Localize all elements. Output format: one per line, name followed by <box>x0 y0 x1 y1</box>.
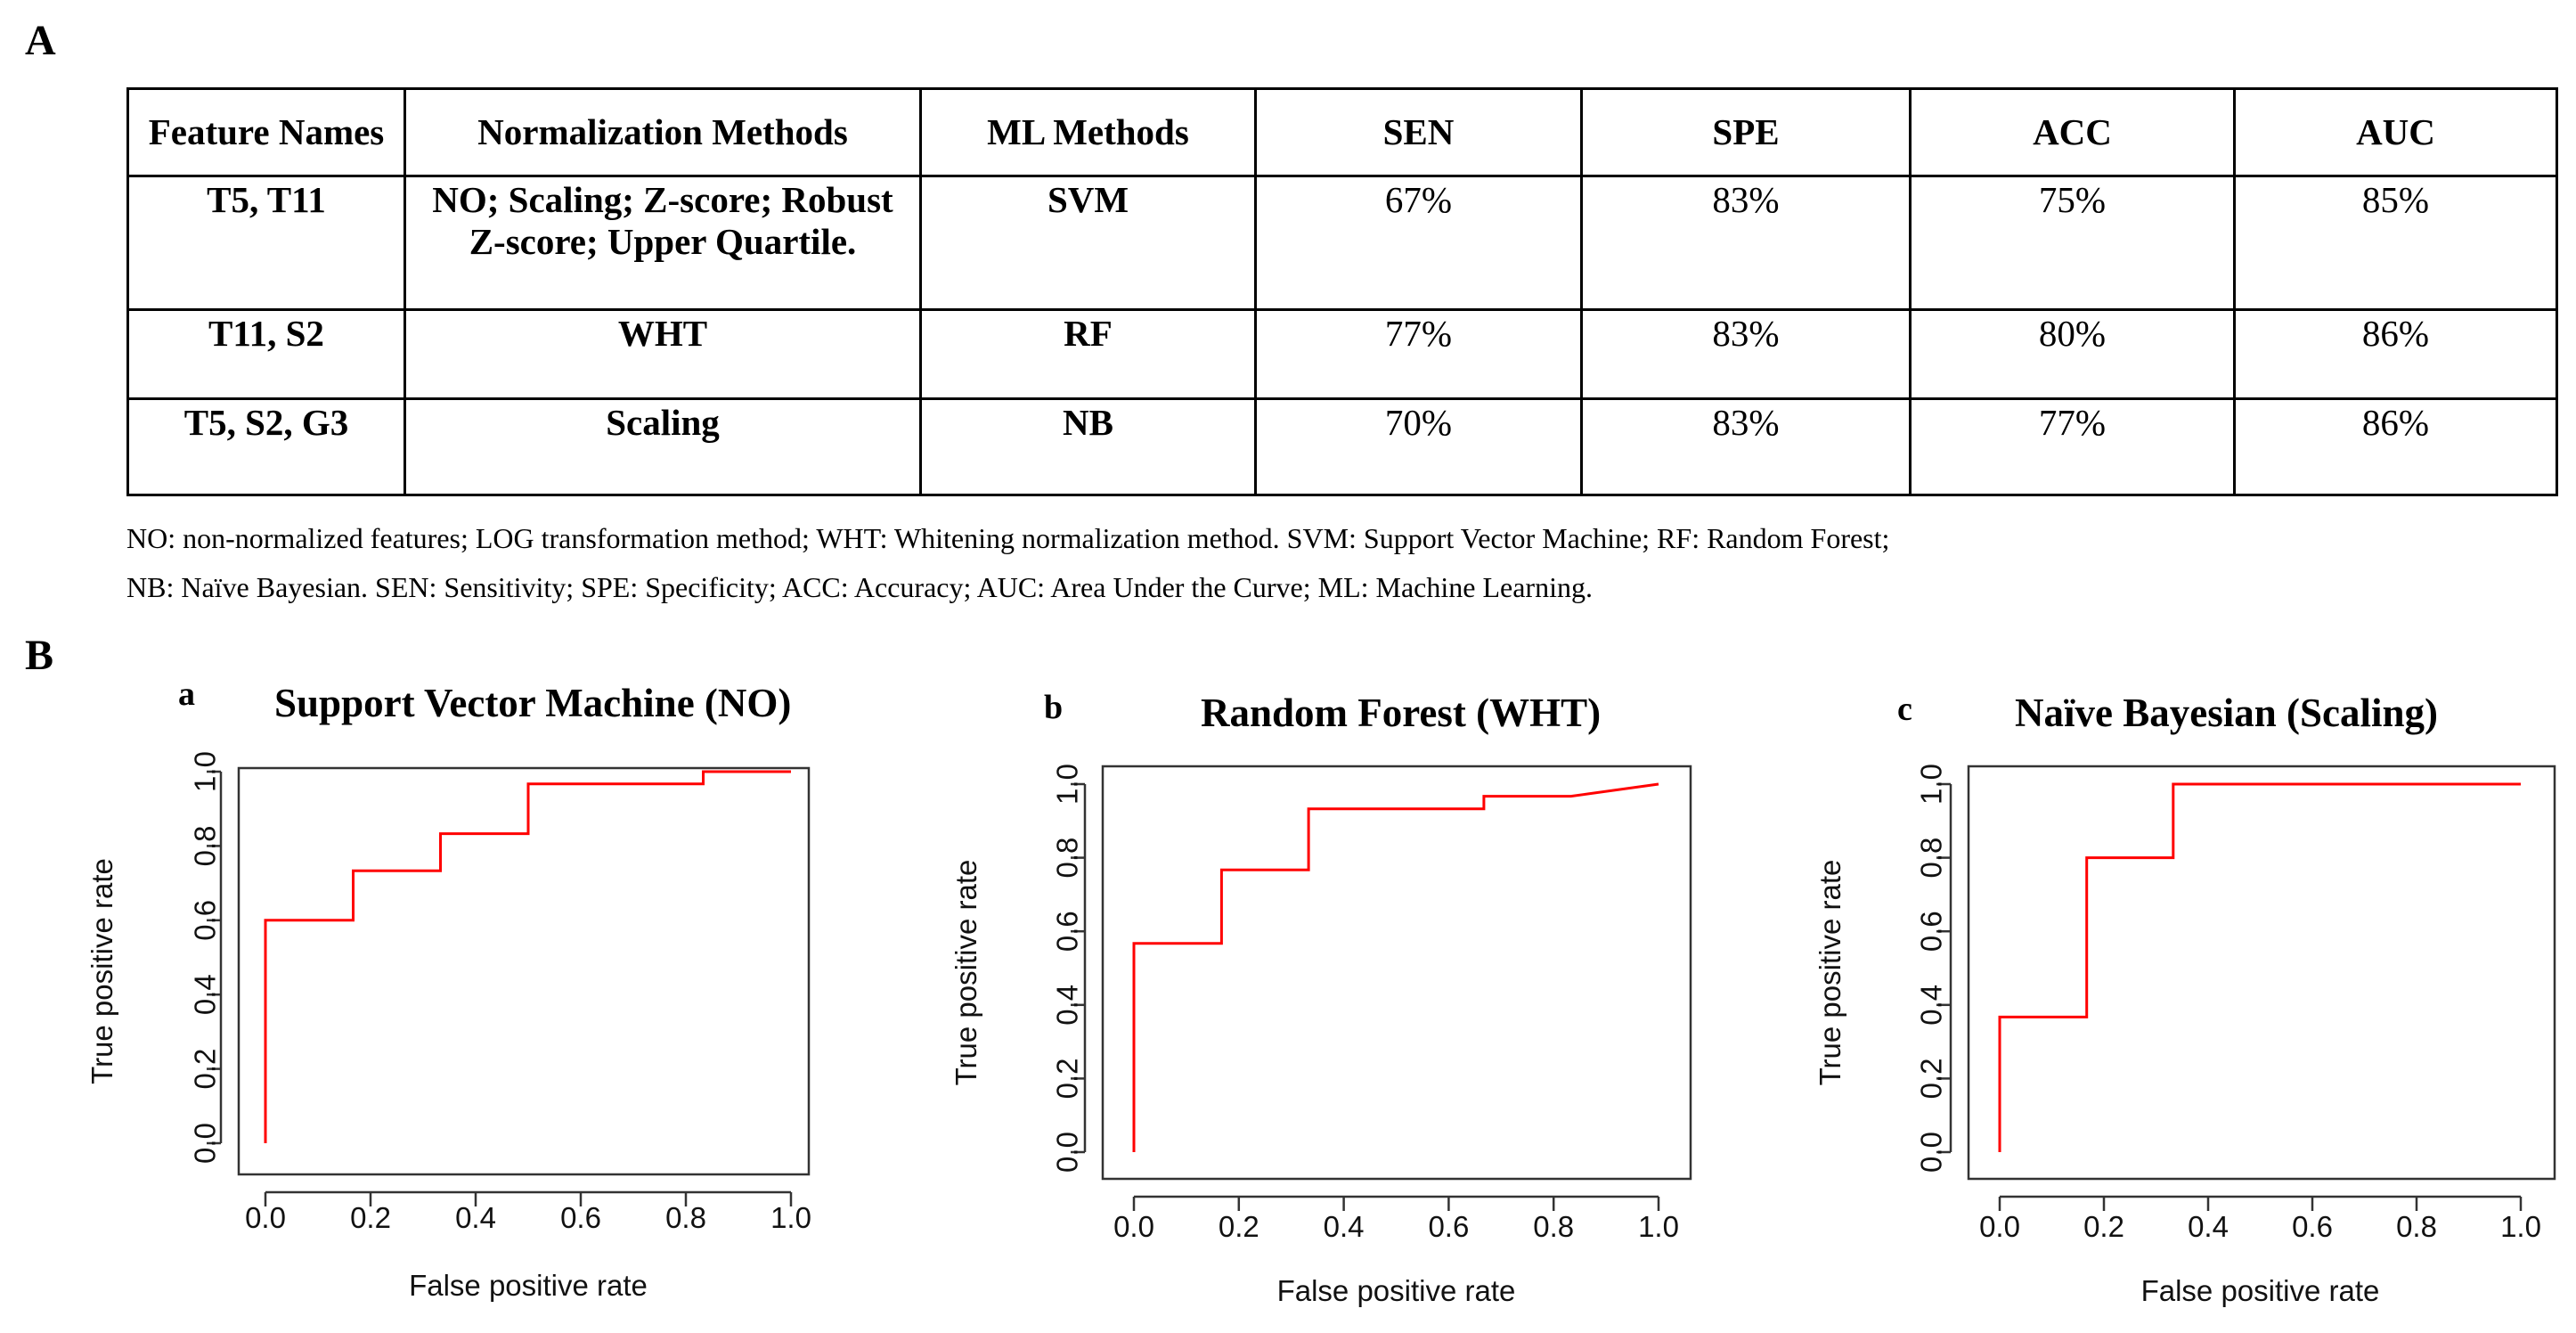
cell-normalization-method: Scaling <box>404 397 922 496</box>
y-tick-label-c: 0.6 <box>1915 911 1948 952</box>
table-row: T11, S2 WHT RF 77% 83% 80% 86% <box>126 308 2558 400</box>
header-normalization-methods: Normalization Methods <box>404 87 922 177</box>
y-axis-label-b: True positive rate <box>950 860 982 1086</box>
y-tick-label-b: 0.0 <box>1051 1132 1084 1173</box>
y-tick-label-c: 1.0 <box>1915 764 1948 805</box>
x-tick-label-c: 0.6 <box>2292 1210 2333 1243</box>
y-tick-label-c: 0.0 <box>1915 1132 1948 1173</box>
y-axis-label-a: True positive rate <box>86 858 118 1084</box>
plot-frame-a <box>237 766 811 1176</box>
roc-curve-a <box>264 770 791 1143</box>
x-tick-label-a: 0.6 <box>560 1201 601 1234</box>
x-tick-label-a: 0.2 <box>350 1201 391 1234</box>
roc-curve-b <box>1132 782 1659 1152</box>
subplot-c-label: c <box>1897 691 1912 728</box>
table-footnote: NO: non-normalized features; LOG transfo… <box>126 514 2567 612</box>
cell-normalization-method: WHT <box>404 308 922 400</box>
x-axis-label-c: False positive rate <box>2141 1274 2380 1307</box>
table-row: T5, S2, G3 Scaling NB 70% 83% 77% 86% <box>126 397 2558 496</box>
cell-sen: 70% <box>1254 397 1583 496</box>
header-spe: SPE <box>1580 87 1912 177</box>
header-auc: AUC <box>2233 87 2558 177</box>
cell-spe: 83% <box>1580 175 1912 311</box>
cell-spe: 83% <box>1580 308 1912 400</box>
x-tick-label-a: 0.4 <box>455 1201 496 1234</box>
y-tick-label-b: 1.0 <box>1051 764 1084 805</box>
plot-frame-c <box>1967 765 2556 1181</box>
x-axis-label-b: False positive rate <box>1277 1274 1516 1307</box>
cell-feature-names: T11, S2 <box>126 308 406 400</box>
plot-frame-b <box>1101 765 1692 1181</box>
cell-sen: 77% <box>1254 308 1583 400</box>
y-tick-label-a: 0.8 <box>189 825 222 866</box>
x-tick-label-a: 1.0 <box>770 1201 811 1234</box>
x-tick-label-b: 0.8 <box>1533 1210 1574 1243</box>
footnote-line-2: NB: Naïve Bayesian. SEN: Sensitivity; SP… <box>126 571 1593 603</box>
panel-b-label: B <box>25 632 54 679</box>
y-tick-label-b: 0.4 <box>1051 985 1084 1026</box>
subplot-c-title: Naïve Bayesian (Scaling) <box>2015 691 2439 735</box>
footnote-line-1: NO: non-normalized features; LOG transfo… <box>126 522 1890 554</box>
table-header-row: Feature Names Normalization Methods ML M… <box>126 87 2558 177</box>
cell-auc: 86% <box>2233 308 2558 400</box>
x-axis-label-a: False positive rate <box>409 1269 648 1302</box>
cell-normalization-method: NO; Scaling; Z-score; Robust Z-score; Up… <box>404 175 922 311</box>
cell-sen: 67% <box>1254 175 1583 311</box>
header-acc: ACC <box>1909 87 2236 177</box>
y-axis-label-c: True positive rate <box>1814 860 1846 1086</box>
y-tick-label-c: 0.2 <box>1915 1058 1948 1099</box>
x-tick-label-c: 0.0 <box>1979 1210 2020 1243</box>
cell-auc: 86% <box>2233 397 2558 496</box>
header-ml-methods: ML Methods <box>919 87 1257 177</box>
cell-spe: 83% <box>1580 397 1912 496</box>
y-tick-label-a: 0.6 <box>189 900 222 941</box>
cell-acc: 75% <box>1909 175 2236 311</box>
x-tick-label-c: 0.4 <box>2188 1210 2229 1243</box>
x-tick-label-b: 0.0 <box>1113 1210 1154 1243</box>
cell-auc: 85% <box>2233 175 2558 311</box>
y-tick-label-a: 0.4 <box>189 974 222 1015</box>
y-tick-label-b: 0.8 <box>1051 838 1084 879</box>
cell-feature-names: T5, S2, G3 <box>126 397 406 496</box>
y-tick-label-a: 1.0 <box>189 751 222 792</box>
panel-a-label: A <box>25 17 56 64</box>
y-tick-label-c: 0.8 <box>1915 838 1948 879</box>
results-table: Feature Names Normalization Methods ML M… <box>126 87 2558 496</box>
x-tick-label-b: 0.2 <box>1219 1210 1259 1243</box>
header-sen: SEN <box>1254 87 1583 177</box>
roc-curve-c <box>1998 782 2521 1152</box>
subplot-a-label: a <box>178 675 195 713</box>
x-tick-label-c: 1.0 <box>2500 1210 2541 1243</box>
x-tick-label-c: 0.2 <box>2083 1210 2124 1243</box>
x-tick-label-b: 0.6 <box>1428 1210 1469 1243</box>
cell-acc: 80% <box>1909 308 2236 400</box>
cell-ml-method: SVM <box>919 175 1257 311</box>
subplot-b-label: b <box>1044 689 1064 726</box>
subplot-b-title: Random Forest (WHT) <box>1201 691 1602 735</box>
x-tick-label-a: 0.0 <box>245 1201 286 1234</box>
x-tick-label-a: 0.8 <box>665 1201 706 1234</box>
cell-acc: 77% <box>1909 397 2236 496</box>
x-tick-label-b: 0.4 <box>1324 1210 1365 1243</box>
subplot-a-title: Support Vector Machine (NO) <box>274 681 792 725</box>
y-tick-label-c: 0.4 <box>1915 985 1948 1026</box>
y-tick-label-b: 0.2 <box>1051 1058 1084 1099</box>
y-tick-label-a: 0.2 <box>189 1049 222 1090</box>
y-tick-label-b: 0.6 <box>1051 911 1084 952</box>
cell-feature-names: T5, T11 <box>126 175 406 311</box>
x-tick-label-c: 0.8 <box>2396 1210 2437 1243</box>
table-row: T5, T11 NO; Scaling; Z-score; Robust Z-s… <box>126 175 2558 311</box>
header-feature-names: Feature Names <box>126 87 406 177</box>
cell-ml-method: RF <box>919 308 1257 400</box>
cell-ml-method: NB <box>919 397 1257 496</box>
y-tick-label-a: 0.0 <box>189 1123 222 1164</box>
x-tick-label-b: 1.0 <box>1638 1210 1679 1243</box>
